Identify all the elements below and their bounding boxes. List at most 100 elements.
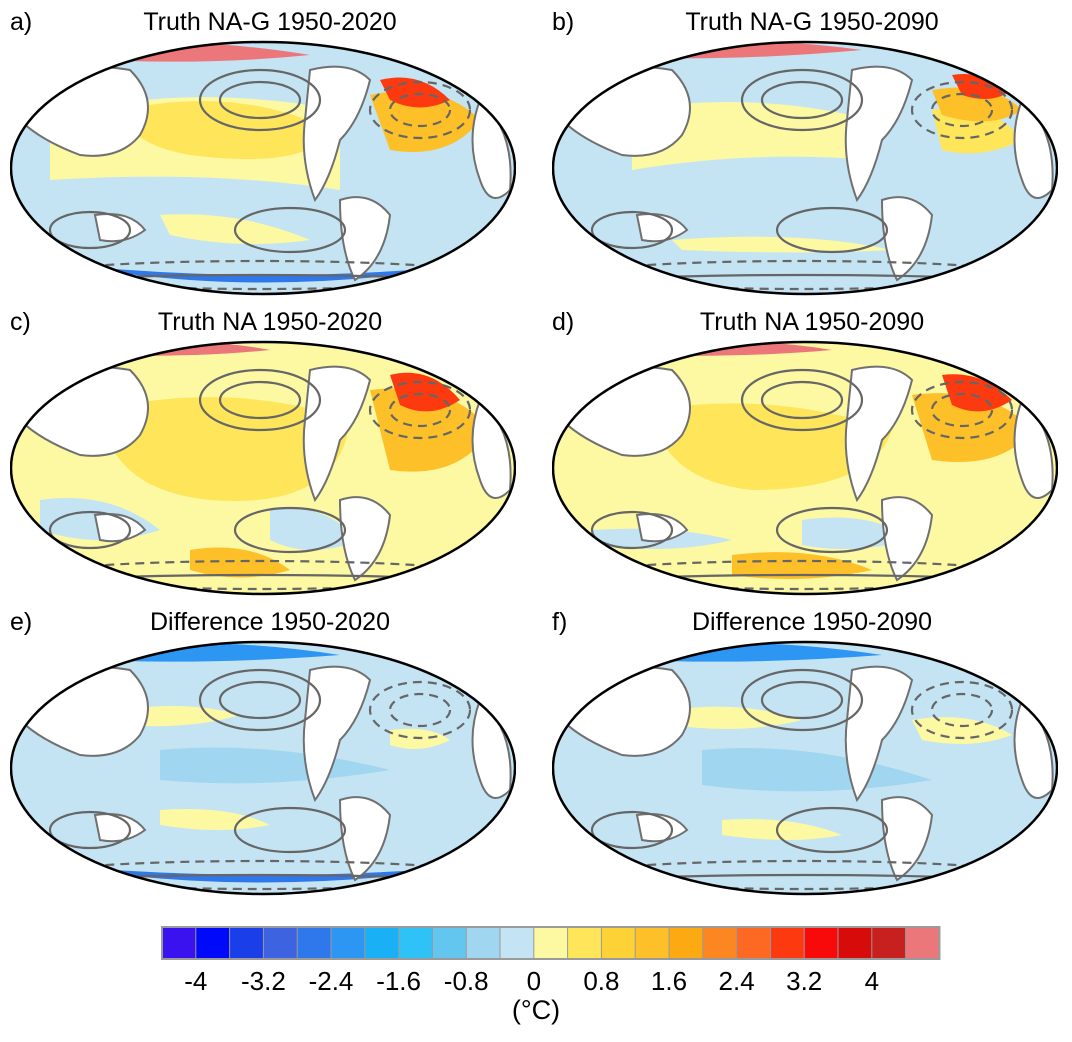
panel-letter: e) — [10, 608, 33, 636]
panel-letter: f) — [552, 608, 568, 636]
anomaly-region — [70, 265, 470, 283]
negative-contour — [930, 692, 994, 728]
robinson-map — [552, 340, 1058, 596]
colorbar-tick-label: 0 — [527, 966, 541, 996]
map-panel: d) Truth NA 1950-2090 — [552, 308, 1072, 608]
land-mass — [93, 213, 147, 243]
map-panel: f) Difference 1950-2090 — [552, 608, 1072, 908]
land-mass — [471, 98, 512, 199]
positive-contour — [760, 80, 844, 120]
colorbar-swatch — [533, 926, 569, 960]
colorbar-tick-label: 0.8 — [583, 966, 619, 996]
map-border — [552, 340, 1058, 596]
positive-contour — [48, 510, 132, 550]
anomaly-region — [270, 508, 360, 550]
positive-contour — [760, 680, 844, 720]
robinson-map — [10, 40, 516, 296]
anomaly-region — [942, 374, 1012, 412]
negative-contour — [388, 92, 452, 128]
panel-letter: a) — [10, 8, 33, 36]
anomaly-region — [672, 706, 802, 729]
negative-contour — [388, 692, 452, 728]
colorbar-tick-label: -1.6 — [376, 966, 421, 996]
land-mass — [880, 796, 934, 882]
panel-title: Truth NA-G 1950-2020 — [143, 8, 397, 36]
positive-contour — [590, 810, 674, 850]
negative-contour — [910, 380, 1014, 440]
anomaly-region — [722, 819, 842, 840]
positive-contour — [198, 368, 322, 432]
positive-contour — [775, 206, 889, 254]
map-border — [10, 40, 516, 296]
colorbar-tick-label: -0.8 — [444, 966, 489, 996]
negative-contour — [930, 92, 994, 128]
negative-contour — [388, 392, 452, 428]
colorbar-swatch — [262, 926, 299, 960]
panel-title: Truth NA 1950-2020 — [157, 308, 383, 336]
land-mass — [338, 196, 392, 282]
colorbar-tick-label: -3.2 — [241, 966, 286, 996]
colorbar-swatch — [431, 926, 468, 960]
anomaly-region — [370, 90, 480, 152]
positive-contour — [48, 210, 132, 250]
colorbar-swatch — [567, 926, 603, 960]
colorbar-tick-label: -2.4 — [309, 966, 354, 996]
negative-contour — [368, 80, 472, 140]
panel-title: Truth NA 1950-2090 — [699, 308, 925, 336]
positive-contour — [775, 806, 889, 854]
positive-contour — [218, 380, 302, 420]
map-panel: a) Truth NA-G 1950-2020 — [10, 8, 530, 308]
map-panel: c) Truth NA 1950-2020 — [10, 308, 530, 608]
colorbar-swatch — [161, 926, 197, 960]
colorbar-swatch — [398, 926, 434, 960]
colorbar-swatch — [871, 926, 907, 960]
colorbar-swatch — [668, 926, 704, 960]
colorbar-swatch — [736, 926, 772, 960]
negative-contour — [368, 680, 472, 740]
map-border — [10, 340, 516, 596]
land-mass — [338, 796, 392, 882]
land-mass — [635, 513, 689, 543]
anomaly-region — [912, 393, 1032, 462]
colorbar-swatch — [296, 926, 333, 960]
negative-contour — [368, 380, 472, 440]
colorbar-swatch — [905, 926, 941, 960]
positive-contour — [740, 368, 864, 432]
anomaly-region — [672, 236, 892, 253]
panel-title: Difference 1950-2020 — [150, 608, 390, 636]
land-mass — [635, 813, 689, 843]
panel-letter: d) — [552, 308, 575, 336]
anomaly-region — [912, 717, 1012, 744]
colorbar-swatch — [837, 926, 873, 960]
positive-contour — [218, 680, 302, 720]
colorbar-swatch — [769, 926, 806, 960]
panel-title: Difference 1950-2090 — [692, 608, 932, 636]
anomaly-region — [702, 748, 932, 792]
anomaly-region — [732, 552, 872, 579]
negative-contour — [910, 680, 1014, 740]
colorbar-frame — [161, 926, 941, 960]
colorbar-tick-label: -4 — [184, 966, 207, 996]
positive-contour — [198, 668, 322, 732]
colorbar-tick-label: 3.2 — [786, 966, 822, 996]
land-mass — [93, 513, 147, 543]
negative-contour — [910, 80, 1014, 140]
land-mass — [1013, 98, 1054, 199]
anomaly-region — [50, 865, 480, 883]
anomaly-region — [370, 388, 490, 472]
anomaly-region — [160, 747, 390, 784]
colorbar-swatch — [600, 926, 637, 960]
map-panel: b) Truth NA-G 1950-2090 — [552, 8, 1072, 308]
panel-letter: b) — [552, 8, 575, 36]
anomaly-region — [100, 397, 350, 501]
positive-contour — [48, 810, 132, 850]
panel-title: Truth NA-G 1950-2090 — [685, 8, 939, 36]
colorbar-swatch — [195, 926, 231, 960]
land-mass — [93, 813, 147, 843]
map-border — [10, 640, 516, 896]
colorbar-swatch — [803, 926, 840, 960]
land-mass — [1013, 398, 1054, 499]
positive-contour — [233, 806, 347, 854]
positive-contour — [218, 80, 302, 120]
map-border — [552, 640, 1058, 896]
